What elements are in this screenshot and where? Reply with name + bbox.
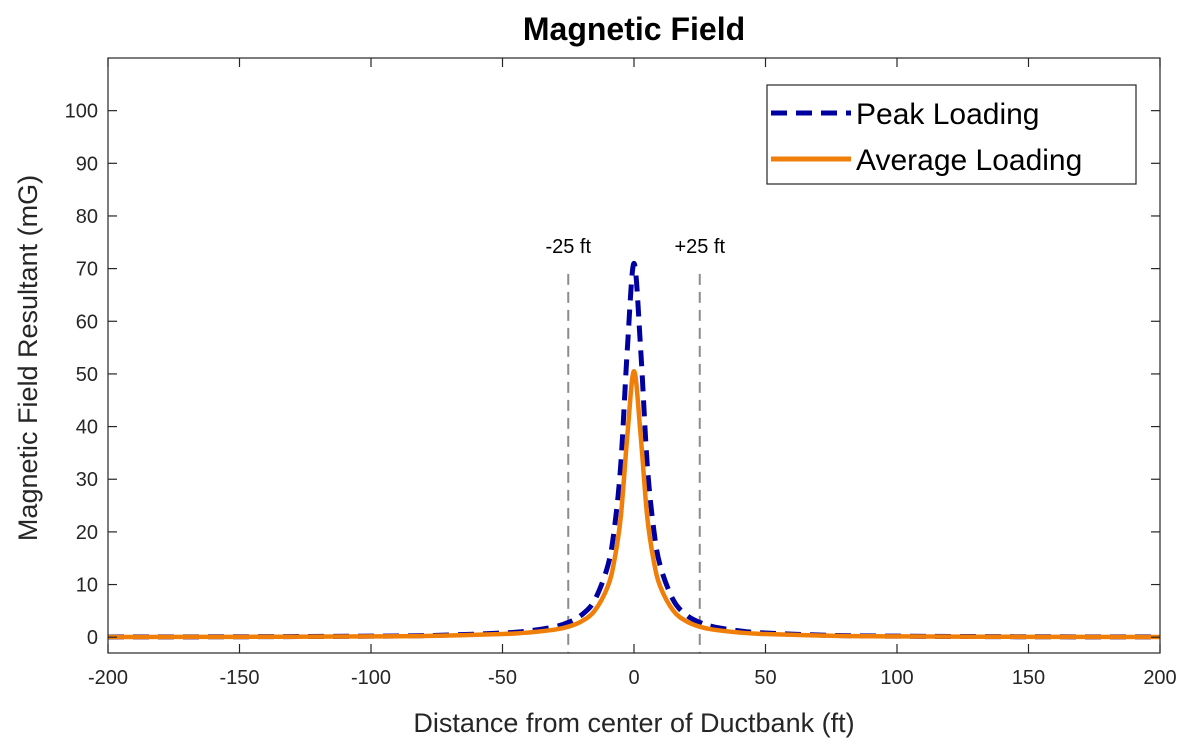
legend: Peak Loading Average Loading — [766, 84, 1137, 185]
x-tick-label: 100 — [880, 667, 913, 689]
y-tick-label: 100 — [65, 101, 98, 123]
y-tick-label: 0 — [87, 627, 98, 649]
reference-label-0: -25 ft — [545, 236, 591, 258]
y-tick-label: 70 — [76, 259, 98, 281]
y-axis-title: Magnetic Field Resultant (mG) — [13, 175, 43, 541]
y-tick-label: 40 — [76, 417, 98, 439]
y-tick-label: 20 — [76, 522, 98, 544]
reference-lines: -25 ft +25 ft — [545, 236, 725, 653]
x-axis-title: Distance from center of Ductbank (ft) — [413, 708, 854, 738]
x-tick-label: -50 — [488, 667, 517, 689]
y-tick-label: 90 — [76, 153, 98, 175]
x-tick-label: 150 — [1012, 667, 1045, 689]
reference-label-1: +25 ft — [674, 236, 725, 258]
x-tick-label: 200 — [1143, 667, 1176, 689]
legend-label-peak-loading: Peak Loading — [856, 98, 1040, 131]
y-tick-label: 10 — [76, 575, 98, 597]
y-tick-label: 30 — [76, 469, 98, 491]
legend-box — [766, 84, 1137, 185]
x-tick-label: -200 — [88, 667, 128, 689]
x-tick-label: -100 — [351, 667, 391, 689]
y-ticks: 0 10 20 30 40 50 60 70 80 90 100 — [65, 101, 1160, 649]
y-tick-label: 80 — [76, 206, 98, 228]
chart-title: Magnetic Field — [523, 11, 745, 47]
legend-label-average-loading: Average Loading — [856, 144, 1082, 177]
x-tick-label: 0 — [628, 667, 639, 689]
y-tick-label: 50 — [76, 364, 98, 386]
x-ticks: -200 -150 -100 -50 0 50 100 150 200 — [88, 58, 1177, 689]
x-tick-label: -150 — [219, 667, 259, 689]
y-tick-label: 60 — [76, 311, 98, 333]
series-line-average-loading — [107, 369, 1161, 640]
series-layer — [107, 260, 1161, 640]
x-tick-label: 50 — [754, 667, 776, 689]
